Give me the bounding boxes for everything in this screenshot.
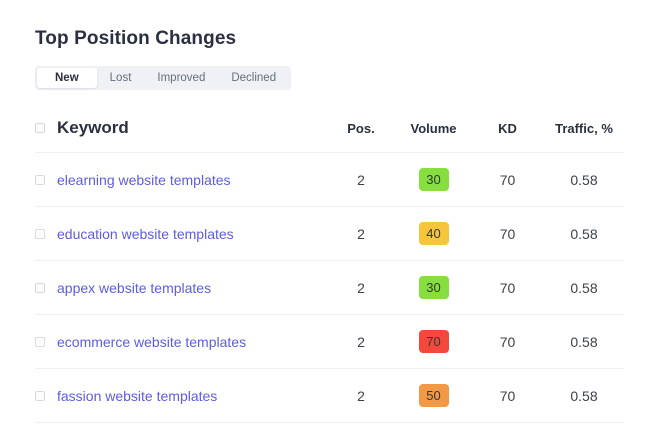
tab-new[interactable]: New: [37, 68, 97, 88]
kd-value: 70: [499, 279, 516, 296]
column-header-kd: KD: [498, 120, 517, 136]
keyword-link[interactable]: elearning website templates: [57, 171, 231, 188]
keyword-link[interactable]: education website templates: [57, 225, 234, 242]
volume-badge: 70: [418, 330, 449, 353]
traffic-value: 0.58: [570, 171, 598, 188]
kd-value: 70: [499, 171, 516, 188]
row-checkbox[interactable]: [35, 174, 45, 185]
table-row: fassion website templates 2 50 70 0.58: [35, 369, 624, 423]
top-position-changes-widget: Top Position Changes New Lost Improved D…: [35, 28, 624, 423]
keyword-link[interactable]: appex website templates: [57, 279, 212, 296]
kd-value: 70: [499, 225, 516, 242]
keyword-link[interactable]: ecommerce website templates: [57, 333, 247, 350]
traffic-value: 0.58: [570, 387, 598, 404]
pos-value: 2: [357, 171, 365, 188]
keyword-link[interactable]: fassion website templates: [57, 387, 218, 404]
table-row: appex website templates 2 30 70 0.58: [35, 261, 624, 315]
pos-value: 2: [357, 225, 365, 242]
page-title: Top Position Changes: [35, 28, 237, 49]
table-header-row: Keyword Pos. Volume KD Traffic, %: [35, 104, 624, 153]
tab-declined[interactable]: Declined: [231, 72, 277, 84]
column-header-traffic: Traffic, %: [555, 120, 613, 136]
volume-badge: 50: [418, 384, 449, 407]
kd-value: 70: [499, 387, 516, 404]
select-all-checkbox[interactable]: [35, 123, 45, 133]
pos-value: 2: [357, 387, 365, 404]
volume-badge: 30: [418, 276, 449, 299]
tab-lost[interactable]: Lost: [109, 72, 132, 84]
traffic-value: 0.58: [570, 279, 598, 296]
table-row: elearning website templates 2 30 70 0.58: [35, 153, 624, 207]
table-row: education website templates 2 40 70 0.58: [35, 207, 624, 261]
row-checkbox[interactable]: [35, 336, 45, 347]
kd-value: 70: [499, 333, 516, 350]
tab-bar: New Lost Improved Declined: [35, 66, 292, 90]
column-header-keyword: Keyword: [57, 118, 129, 137]
pos-value: 2: [357, 279, 365, 296]
traffic-value: 0.58: [570, 225, 598, 242]
row-checkbox[interactable]: [35, 282, 45, 293]
keywords-table: Keyword Pos. Volume KD Traffic, % elearn…: [35, 104, 624, 423]
column-header-volume: Volume: [410, 120, 457, 136]
tab-improved[interactable]: Improved: [157, 72, 206, 84]
pos-value: 2: [357, 333, 365, 350]
table-row: ecommerce website templates 2 70 70 0.58: [35, 315, 624, 369]
traffic-value: 0.58: [570, 333, 598, 350]
row-checkbox[interactable]: [35, 390, 45, 401]
row-checkbox[interactable]: [35, 228, 45, 239]
column-header-pos: Pos.: [347, 120, 375, 136]
volume-badge: 30: [418, 168, 449, 191]
volume-badge: 40: [418, 222, 449, 245]
